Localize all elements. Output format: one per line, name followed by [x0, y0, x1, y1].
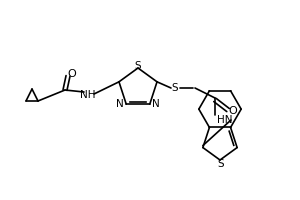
Text: S: S	[135, 61, 141, 71]
Text: HN: HN	[217, 115, 233, 125]
Text: N: N	[152, 99, 160, 109]
Text: O: O	[68, 69, 76, 79]
Text: N: N	[116, 99, 124, 109]
Text: NH: NH	[80, 90, 96, 100]
Text: S: S	[172, 83, 178, 93]
Text: O: O	[229, 106, 237, 116]
Text: S: S	[218, 159, 224, 169]
